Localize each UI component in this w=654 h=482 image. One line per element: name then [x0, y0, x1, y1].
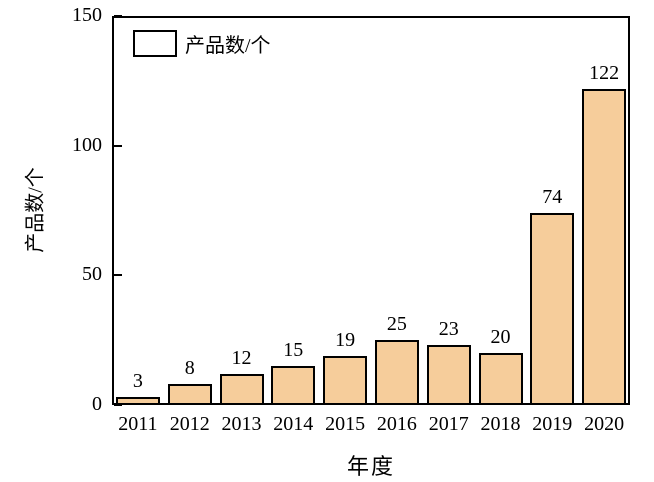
bar-value-label: 23	[438, 318, 459, 340]
x-tick-label: 2011	[118, 413, 158, 435]
bar-value-label: 15	[283, 339, 304, 361]
y-tick-mark	[114, 144, 122, 147]
bar-value-label: 74	[542, 186, 563, 208]
bar	[582, 89, 627, 405]
y-tick-mark	[114, 274, 122, 277]
x-tick-label: 2018	[480, 413, 521, 435]
bar	[271, 366, 316, 405]
y-tick-label: 150	[72, 4, 102, 26]
bar-value-label: 20	[490, 326, 511, 348]
bar-value-label: 12	[231, 347, 252, 369]
x-tick-label: 2014	[273, 413, 314, 435]
x-tick-label: 2012	[169, 413, 210, 435]
bar	[478, 353, 523, 405]
y-tick-label: 50	[82, 263, 102, 286]
x-tick-label: 2019	[532, 413, 573, 435]
bar	[323, 356, 368, 405]
x-tick-label: 2016	[376, 413, 417, 435]
bar-value-label: 3	[132, 370, 143, 392]
bar-value-label: 8	[184, 357, 195, 379]
y-tick-label: 100	[72, 133, 102, 156]
y-axis-title: 产品数/个	[24, 167, 47, 253]
x-axis-title: 年度	[346, 454, 395, 479]
legend-label: 产品数/个	[185, 35, 271, 57]
bar	[530, 213, 575, 405]
bar	[374, 340, 419, 405]
legend: 产品数/个	[133, 29, 271, 58]
legend-swatch	[133, 30, 177, 57]
bar	[219, 374, 264, 405]
bar	[167, 384, 212, 405]
bar-value-label: 19	[335, 329, 356, 351]
y-tick-mark	[114, 404, 122, 406]
bar	[426, 345, 471, 405]
x-tick-label: 2013	[221, 413, 262, 435]
bar	[115, 397, 160, 405]
y-tick-label: 0	[92, 393, 102, 415]
bar-value-label: 25	[386, 313, 407, 335]
x-tick-label: 2015	[325, 413, 366, 435]
y-tick-mark	[114, 15, 122, 17]
x-tick-label: 2020	[584, 413, 625, 435]
bar-value-label: 122	[589, 62, 620, 84]
x-tick-label: 2017	[428, 413, 469, 435]
